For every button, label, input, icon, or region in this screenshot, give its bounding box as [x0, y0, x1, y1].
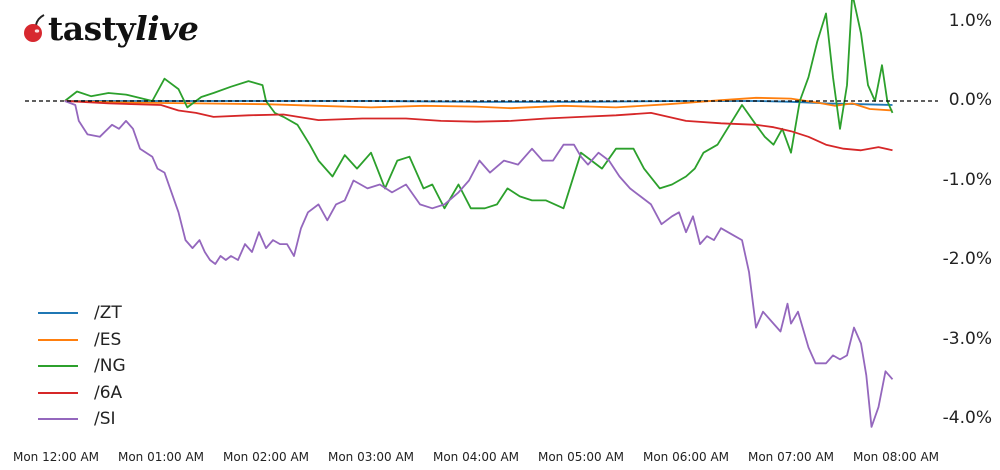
- y-tick-label: -2.0%: [942, 249, 992, 269]
- legend-label-ng: /NG: [94, 356, 126, 377]
- legend-label-es: /ES: [94, 329, 122, 350]
- logo-wordmark: tastylive: [48, 8, 199, 48]
- series-line-6a: [64, 100, 893, 152]
- series-line-si: [64, 100, 894, 428]
- series-line-ng: [64, 0, 894, 210]
- y-tick-label: 1.0%: [948, 10, 992, 31]
- legend-swatch-es: [38, 338, 78, 341]
- legend-item-es: /ES: [38, 327, 126, 354]
- legend-item-ng: /NG: [38, 353, 126, 380]
- y-tick-label: 0.0%: [948, 90, 992, 110]
- legend-item-6a: /6A: [38, 380, 126, 407]
- legend-label-6a: /6A: [94, 382, 123, 403]
- legend-item-zt: /ZT: [38, 300, 126, 327]
- legend-swatch-si: [38, 418, 78, 421]
- tastylive-logo: tastylive: [20, 8, 199, 48]
- x-tick-label: Mon 02:00 AM: [222, 450, 310, 464]
- y-tick-label: -3.0%: [942, 328, 992, 349]
- legend: /ZT /ES /NG /6A /SI: [38, 300, 126, 433]
- series-line-es: [64, 96, 893, 112]
- y-tick-label: -1.0%: [942, 169, 992, 190]
- x-tick-label: Mon 03:00 AM: [327, 450, 415, 464]
- x-tick-label: Mon 12:00 AM: [12, 450, 100, 464]
- x-tick-label: Mon 04:00 AM: [432, 450, 520, 464]
- series-lines: [64, 0, 894, 428]
- legend-swatch-zt: [38, 312, 78, 315]
- y-tick-label: -4.0%: [942, 408, 992, 428]
- legend-label-si: /SI: [94, 409, 116, 430]
- cherry-icon: [24, 14, 45, 42]
- x-tick-label: Mon 05:00 AM: [537, 450, 625, 464]
- legend-swatch-ng: [38, 365, 78, 368]
- legend-item-si: /SI: [38, 406, 126, 433]
- x-tick-label: Mon 06:00 AM: [642, 450, 730, 464]
- legend-label-zt: /ZT: [94, 303, 122, 324]
- x-tick-label: Mon 07:00 AM: [747, 450, 835, 464]
- legend-swatch-6a: [38, 391, 78, 394]
- x-tick-label: Mon 01:00 AM: [117, 450, 205, 464]
- series-line-zt: [64, 100, 893, 106]
- x-tick-label: Mon 08:00 AM: [852, 450, 940, 464]
